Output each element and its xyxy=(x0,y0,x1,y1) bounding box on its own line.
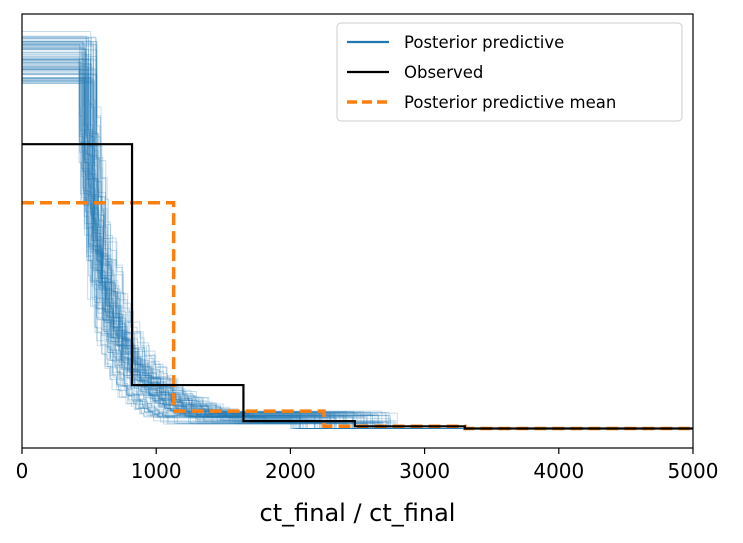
posterior-predictive-curve xyxy=(22,73,693,429)
posterior-predictive-curve xyxy=(22,71,693,429)
posterior-predictive-curve xyxy=(22,64,693,429)
posterior-predictive-curve xyxy=(22,53,693,429)
posterior-predictive-curve xyxy=(22,52,693,429)
x-tick-label: 3000 xyxy=(399,459,450,483)
posterior-predictive-curve xyxy=(22,58,693,429)
posterior-predictive-curve xyxy=(22,80,693,429)
posterior-predictive-ensemble xyxy=(22,30,693,429)
posterior-predictive-curve xyxy=(22,67,693,429)
posterior-predictive-curve xyxy=(22,43,693,429)
posterior-predictive-curve xyxy=(22,52,693,429)
posterior-predictive-curve xyxy=(22,63,693,429)
posterior-predictive-curve xyxy=(22,45,693,429)
posterior-predictive-curve xyxy=(22,42,693,429)
posterior-predictive-curve xyxy=(22,73,693,429)
posterior-predictive-curve xyxy=(22,69,693,429)
posterior-predictive-curve xyxy=(22,40,693,429)
legend-box xyxy=(336,22,683,122)
posterior-predictive-curve xyxy=(22,48,693,429)
posterior-predictive-curve xyxy=(22,58,693,429)
posterior-predictive-curve xyxy=(22,41,693,429)
posterior-predictive-curve xyxy=(22,63,693,429)
legend-label-observed: Observed xyxy=(404,63,483,82)
posterior-predictive-curve xyxy=(22,44,693,429)
posterior-predictive-curve xyxy=(22,63,693,429)
posterior-predictive-curve xyxy=(22,40,693,429)
posterior-predictive-curve xyxy=(22,66,693,429)
posterior-predictive-curve xyxy=(22,79,693,429)
posterior-predictive-curve xyxy=(22,65,693,429)
posterior-predictive-curve xyxy=(22,68,693,429)
posterior-predictive-curve xyxy=(22,67,693,429)
posterior-predictive-curve xyxy=(22,77,693,429)
posterior-predictive-curve xyxy=(22,81,693,429)
x-tick-label: 4000 xyxy=(533,459,584,483)
posterior-predictive-curve xyxy=(22,78,693,429)
legend-label-posterior-predictive: Posterior predictive xyxy=(404,33,564,52)
posterior-predictive-curve xyxy=(22,82,693,429)
posterior-predictive-curve xyxy=(22,47,693,429)
posterior-predictive-curve xyxy=(22,80,693,429)
posterior-predictive-curve xyxy=(22,43,693,429)
x-tick-label: 0 xyxy=(16,459,29,483)
posterior-predictive-curve xyxy=(22,82,693,429)
posterior-predictive-curve xyxy=(22,73,693,429)
x-axis-label: ct_final / ct_final xyxy=(260,499,456,527)
posterior-predictive-curve xyxy=(22,79,693,429)
posterior-predictive-curve xyxy=(22,59,693,429)
plot-area xyxy=(22,30,693,431)
posterior-predictive-curve xyxy=(22,74,693,429)
posterior-predictive-curve xyxy=(22,49,693,429)
posterior-predictive-curve xyxy=(22,44,693,429)
posterior-predictive-curve xyxy=(22,77,693,429)
posterior-predictive-curve xyxy=(22,82,693,429)
posterior-predictive-curve xyxy=(22,41,693,429)
posterior-predictive-curve xyxy=(22,69,693,429)
x-tick-label: 5000 xyxy=(668,459,719,483)
posterior-predictive-curve xyxy=(22,69,693,429)
posterior-predictive-curve xyxy=(22,77,693,429)
posterior-predictive-curve xyxy=(22,58,693,429)
posterior-predictive-curve xyxy=(22,30,693,429)
legend: Posterior predictive Observed Posterior … xyxy=(336,22,683,122)
posterior-predictive-curve xyxy=(22,57,693,429)
posterior-predictive-curve xyxy=(22,72,693,429)
axes-frame xyxy=(21,13,694,449)
observed-line xyxy=(22,143,693,430)
posterior-predictive-curve xyxy=(22,46,693,429)
posterior-predictive-curve xyxy=(22,60,693,429)
legend-label-posterior-predictive-mean: Posterior predictive mean xyxy=(404,93,616,112)
x-axis-ticks: 0 1000 2000 3000 4000 5000 xyxy=(16,448,719,483)
posterior-predictive-curve xyxy=(22,59,693,429)
posterior-predictive-curve xyxy=(22,59,693,429)
posterior-predictive-curve xyxy=(22,48,693,429)
posterior-predictive-curve xyxy=(22,60,693,429)
posterior-predictive-curve xyxy=(22,65,693,429)
x-tick-label: 1000 xyxy=(131,459,182,483)
posterior-predictive-curve xyxy=(22,35,693,429)
posterior-predictive-curve xyxy=(22,41,693,429)
posterior-predictive-curve xyxy=(22,68,693,429)
posterior-predictive-curve xyxy=(22,61,693,429)
posterior-predictive-curve xyxy=(22,44,693,429)
posterior-predictive-curve xyxy=(22,80,693,429)
posterior-predictive-curve xyxy=(22,36,693,429)
posterior-predictive-curve xyxy=(22,45,693,429)
x-tick-label: 2000 xyxy=(265,459,316,483)
posterior-predictive-curve xyxy=(22,68,693,429)
posterior-predictive-curve xyxy=(22,47,693,429)
posterior-predictive-curve xyxy=(22,76,693,429)
posterior-predictive-curve xyxy=(22,79,693,429)
posterior-predictive-curve xyxy=(22,77,693,429)
posterior-predictive-curve xyxy=(22,51,693,429)
posterior-predictive-curve xyxy=(22,70,693,429)
